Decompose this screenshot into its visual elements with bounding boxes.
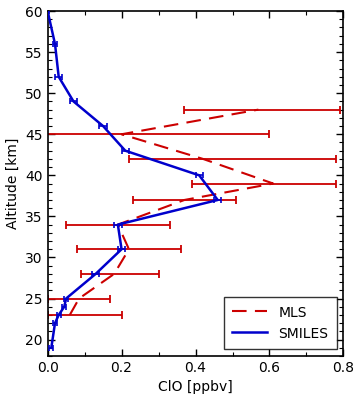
SMILES xyxy=(101,124,105,128)
MLS xyxy=(256,107,261,112)
SMILES xyxy=(197,173,201,178)
MLS xyxy=(120,132,124,137)
MLS xyxy=(68,312,72,317)
MLS xyxy=(112,272,116,276)
MLS xyxy=(201,156,205,161)
SMILES xyxy=(53,42,57,46)
MLS xyxy=(127,247,131,252)
SMILES xyxy=(71,99,76,104)
SMILES xyxy=(116,222,120,227)
SMILES xyxy=(57,74,61,79)
SMILES xyxy=(123,148,127,153)
SMILES xyxy=(94,272,98,276)
Line: MLS: MLS xyxy=(70,110,273,315)
Legend: MLS, SMILES: MLS, SMILES xyxy=(224,298,337,349)
SMILES xyxy=(62,304,66,309)
SMILES xyxy=(120,247,124,252)
SMILES xyxy=(49,346,53,350)
SMILES xyxy=(53,321,57,326)
MLS xyxy=(271,181,275,186)
MLS xyxy=(116,222,120,227)
SMILES xyxy=(45,9,50,14)
X-axis label: ClO [ppbv]: ClO [ppbv] xyxy=(158,380,233,394)
Y-axis label: Altitude [km]: Altitude [km] xyxy=(5,138,19,229)
SMILES xyxy=(64,296,68,301)
MLS xyxy=(77,296,81,301)
SMILES xyxy=(57,312,61,317)
Line: SMILES: SMILES xyxy=(48,11,218,348)
MLS xyxy=(182,198,186,202)
SMILES xyxy=(216,198,220,202)
